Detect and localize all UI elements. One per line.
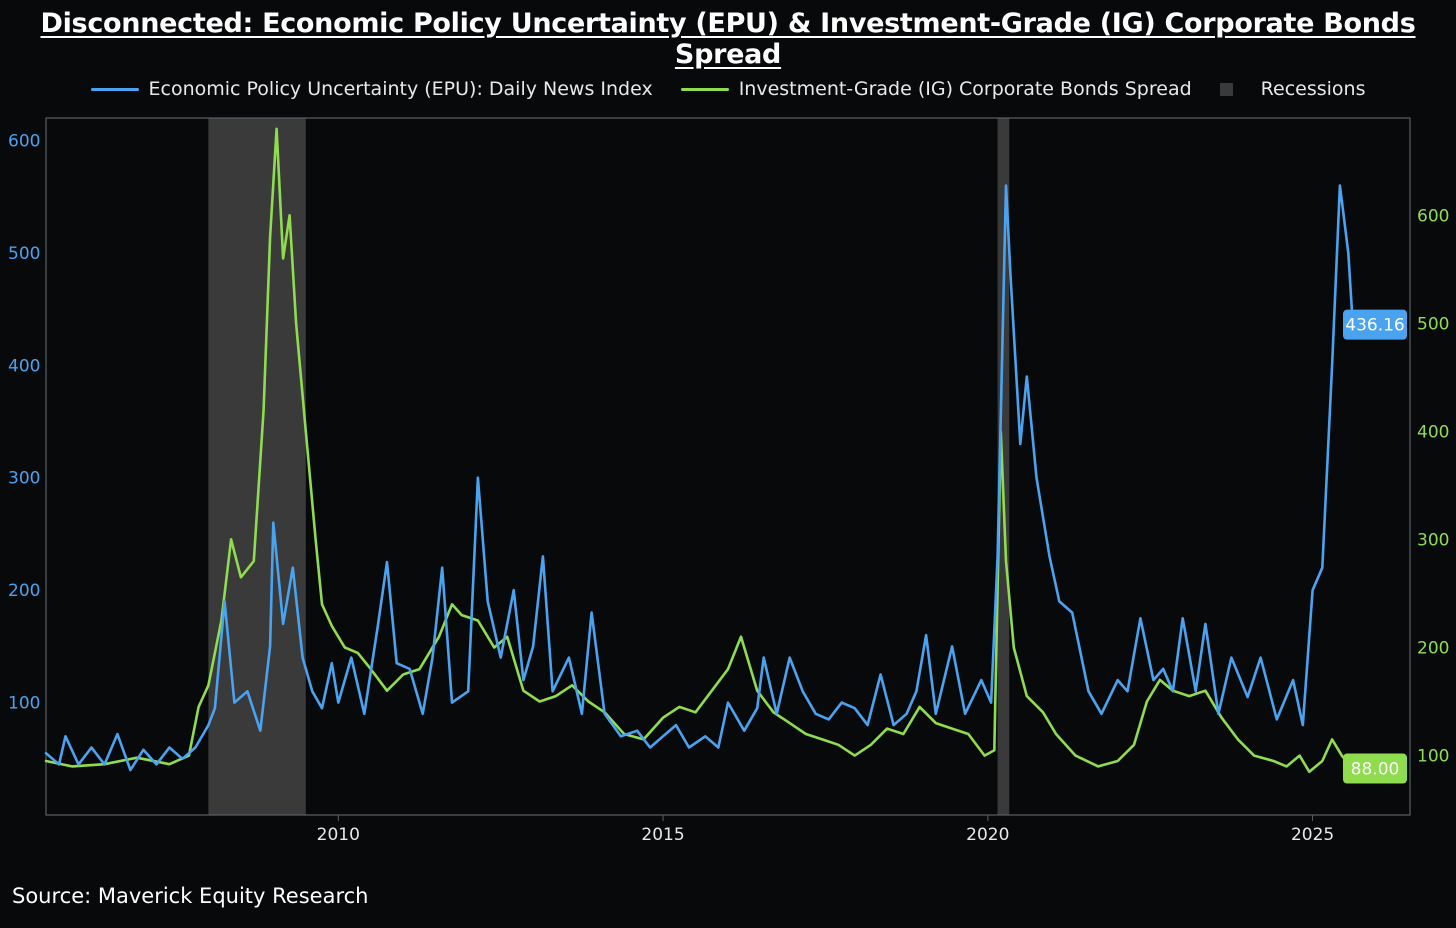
last-value-label-ig-badge (1343, 753, 1407, 784)
legend-item-recessions[interactable]: Recessions (1219, 78, 1366, 100)
y-left-tick-label: 200 (8, 581, 40, 601)
y-right-tick-label: 200 (1417, 639, 1449, 659)
y-left-tick-label: 500 (8, 244, 40, 264)
legend-swatch-ig (680, 87, 729, 91)
legend-item-epu[interactable]: Economic Policy Uncertainty (EPU): Daily… (90, 78, 653, 100)
x-tick-label: 2020 (966, 825, 1009, 845)
chart-title: Disconnected: Economic Policy Uncertaint… (40, 8, 1416, 70)
y-right-tick-label: 300 (1417, 530, 1449, 550)
last-value-label-epu: 436.16 (1345, 316, 1404, 336)
series-line-epu (44, 184, 1355, 772)
y-left-tick-label: 100 (8, 694, 40, 714)
y-right-tick-label: 400 (1417, 422, 1449, 442)
last-value-label-ig: 88.00 (1351, 760, 1400, 780)
x-tick-label: 2025 (1291, 825, 1334, 845)
x-tick-label: 2010 (317, 825, 360, 845)
y-left-tick-label: 400 (8, 356, 40, 376)
legend-swatch-epu (90, 87, 139, 91)
y-left-tick-label: 600 (8, 131, 40, 151)
y-right-tick-label: 100 (1417, 747, 1449, 767)
chart-legend: Economic Policy Uncertainty (EPU): Daily… (0, 74, 1456, 104)
legend-item-ig[interactable]: Investment-Grade (IG) Corporate Bonds Sp… (680, 78, 1192, 100)
x-tick-label: 2015 (641, 825, 684, 845)
last-value-label-epu-badge (1343, 309, 1407, 340)
y-right-tick-label: 600 (1417, 206, 1449, 226)
plot-area-border (45, 117, 1411, 816)
y-left-tick-label: 300 (8, 469, 40, 489)
legend-label-epu: Economic Policy Uncertainty (EPU): Daily… (148, 78, 653, 100)
source-note: Source: Maverick Equity Research (12, 884, 369, 908)
y-right-tick-label: 500 (1417, 314, 1449, 334)
legend-label-recessions: Recessions (1260, 78, 1366, 100)
legend-swatch-recessions (1219, 82, 1233, 96)
legend-label-ig: Investment-Grade (IG) Corporate Bonds Sp… (738, 78, 1192, 100)
series-line-ig (44, 127, 1355, 774)
